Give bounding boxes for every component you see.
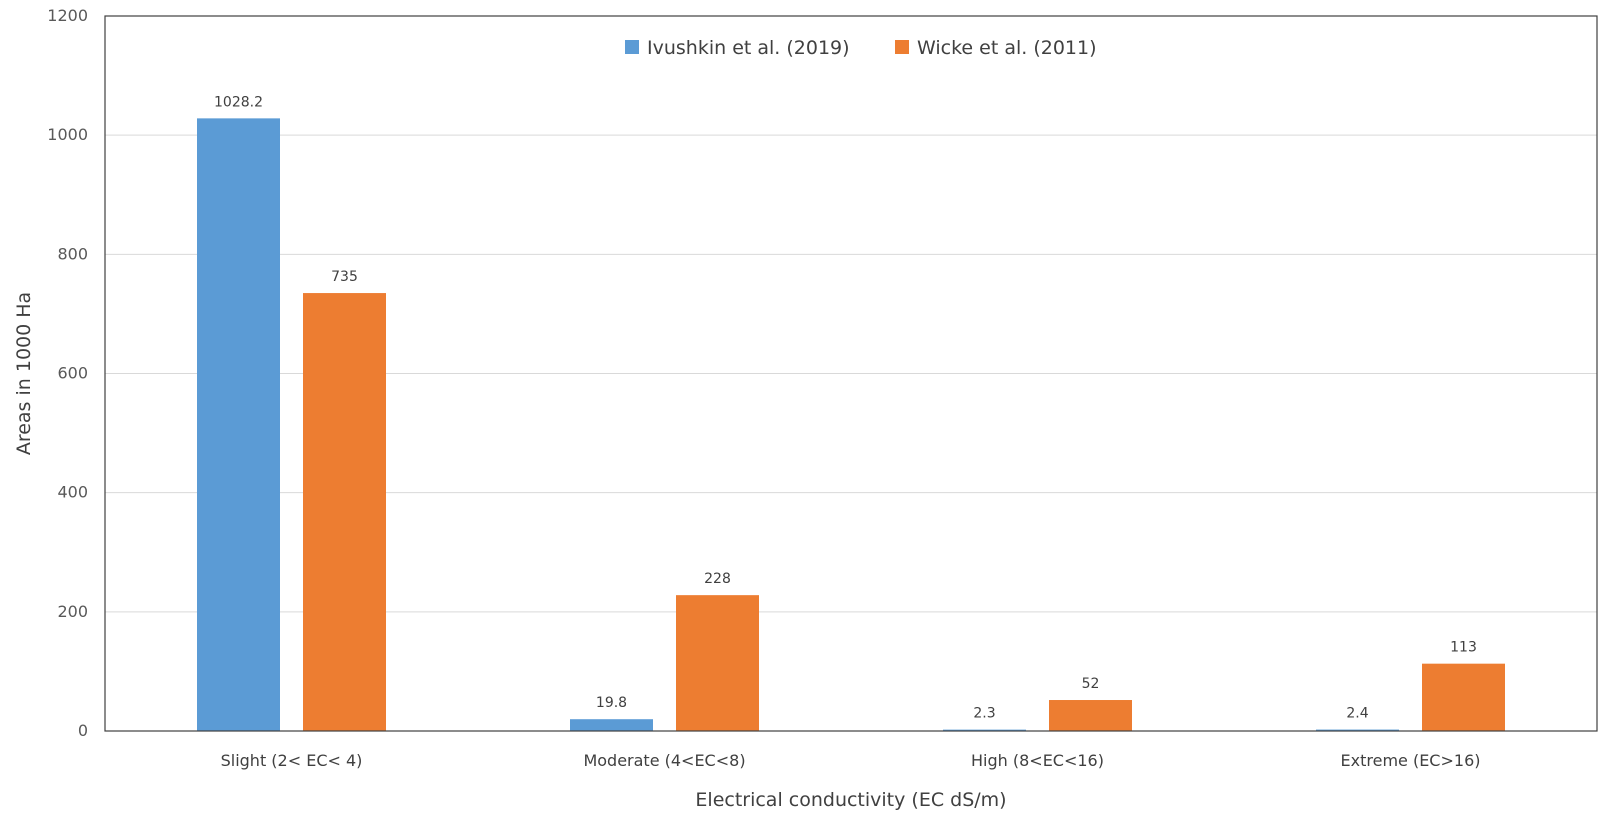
x-tick-label: Slight (2< EC< 4) xyxy=(221,751,363,770)
bar-ivushkin xyxy=(570,719,653,731)
data-label: 19.8 xyxy=(596,695,627,711)
y-tick-label: 1000 xyxy=(47,125,88,144)
x-tick-label: High (8<EC<16) xyxy=(971,751,1104,770)
x-axis-title: Electrical conductivity (EC dS/m) xyxy=(695,789,1006,811)
data-label: 228 xyxy=(704,571,731,587)
bar-wicke xyxy=(303,293,386,731)
legend-label: Ivushkin et al. (2019) xyxy=(647,37,850,59)
x-tick-label: Extreme (EC>16) xyxy=(1341,751,1481,770)
data-label: 52 xyxy=(1082,676,1100,692)
bar-wicke xyxy=(676,595,759,731)
bar-ivushkin xyxy=(1316,729,1399,731)
axes: 0 200 400 600 800 1000 1200 Slight (2< EC< 4) Mo… xyxy=(47,6,1598,770)
legend-swatch xyxy=(625,40,639,54)
plot-frame xyxy=(104,15,1598,732)
y-axis-title: Areas in 1000 Ha xyxy=(13,292,35,455)
y-tick-label: 1200 xyxy=(47,6,88,25)
data-labels: 1028.2 735 19.8 228 2.3 52 2.4 113 xyxy=(214,94,1477,721)
data-label: 113 xyxy=(1450,640,1477,656)
x-tick-label: Moderate (4<EC<8) xyxy=(583,751,745,770)
bar-wicke xyxy=(1049,700,1132,731)
y-tick-label: 200 xyxy=(57,602,88,621)
legend: Ivushkin et al. (2019) Wicke et al. (2011… xyxy=(625,37,1097,59)
legend-swatch xyxy=(895,40,909,54)
data-label: 1028.2 xyxy=(214,94,263,110)
y-tick-label: 800 xyxy=(57,244,88,263)
y-tick-label: 600 xyxy=(57,364,88,383)
y-tick-label: 0 xyxy=(78,721,88,740)
data-label: 2.3 xyxy=(973,706,995,722)
bar-ivushkin xyxy=(197,118,280,732)
bar-ivushkin xyxy=(943,729,1026,731)
data-label: 2.4 xyxy=(1346,706,1368,722)
bar-wicke xyxy=(1422,663,1505,731)
data-label: 735 xyxy=(331,269,358,285)
bars xyxy=(197,118,1505,732)
y-tick-label: 400 xyxy=(57,483,88,502)
legend-label: Wicke et al. (2011) xyxy=(917,37,1097,59)
